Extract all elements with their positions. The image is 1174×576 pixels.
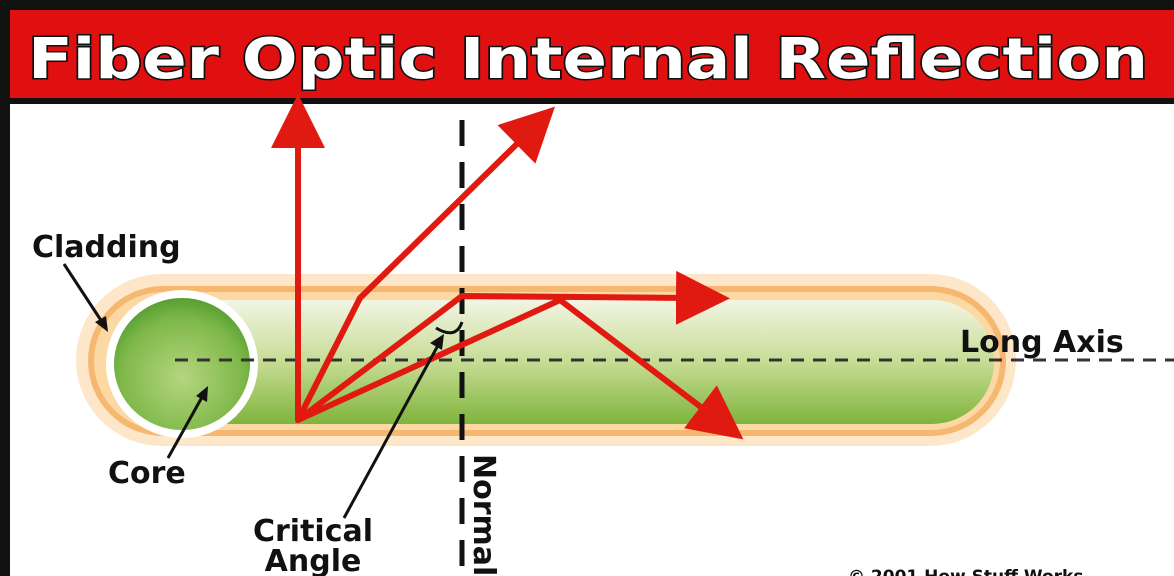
core-pointer-arrow-icon <box>196 386 208 402</box>
critical-angle-arc <box>435 321 464 335</box>
long-axis-label: Long Axis <box>960 325 1124 360</box>
fiber-cable <box>76 274 1016 446</box>
title-banner <box>10 10 1174 104</box>
cladding-pointer <box>62 263 108 329</box>
ray-refracted-out <box>295 106 555 423</box>
cladding-pointer-arrow-icon <box>95 316 108 332</box>
critical-angle-label-line2: Angle <box>265 544 362 576</box>
core-label: Core <box>108 456 186 491</box>
critical-angle-pointer-arrow-icon <box>430 334 444 350</box>
fiber-diagram: Fiber Optic Internal Reflection <box>27 26 1174 576</box>
copyright-credit: © 2001 How Stuff Works <box>848 567 1083 576</box>
light-rays <box>271 94 744 440</box>
core-end-face <box>106 290 258 438</box>
ray-total-reflection <box>295 297 744 440</box>
core <box>106 300 994 424</box>
ray-critical-angle <box>295 270 730 423</box>
cladding-label: Cladding <box>32 230 181 265</box>
normal-label: Normal <box>466 454 501 576</box>
critical-angle-pointer <box>342 337 444 519</box>
critical-angle-label-line1: Critical <box>253 514 373 549</box>
page-title: Fiber Optic Internal Reflection <box>28 27 1148 92</box>
core-pointer <box>166 389 208 459</box>
